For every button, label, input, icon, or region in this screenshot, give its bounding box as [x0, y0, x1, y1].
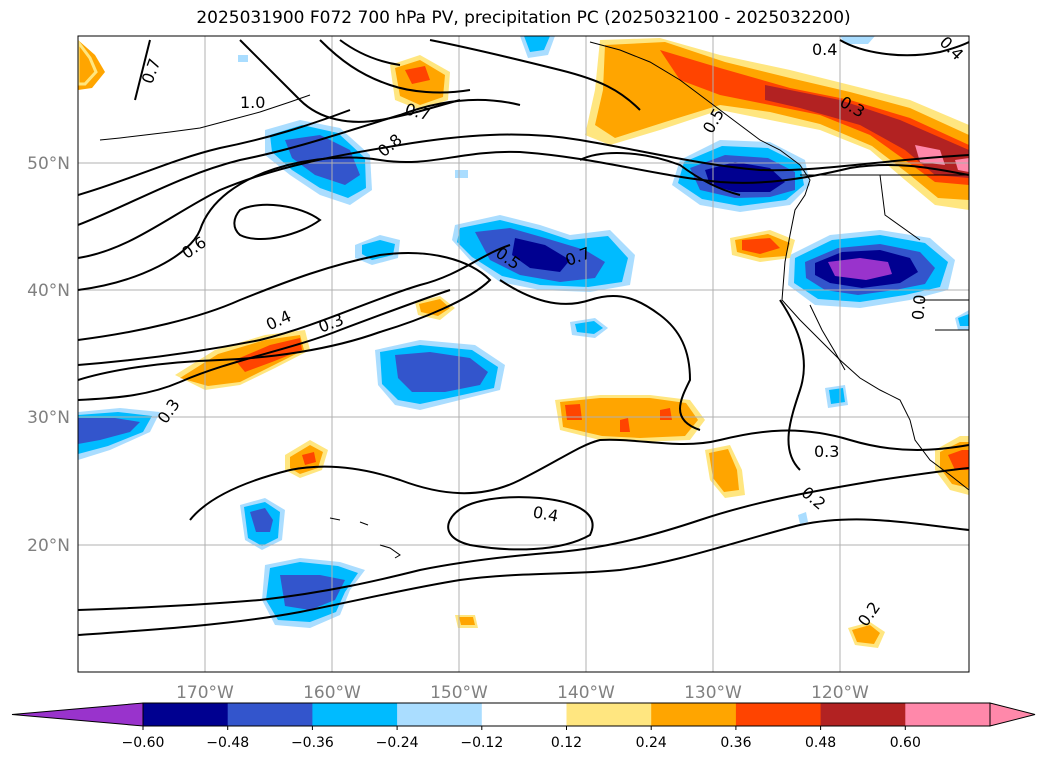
- warm-cell-125w-43n: [730, 230, 795, 262]
- lon-label: 140°W: [557, 683, 615, 703]
- colorbar-segment: [651, 703, 737, 726]
- colorbar-segment: [735, 703, 822, 726]
- colorbar-segment: [312, 703, 398, 726]
- lon-label: 120°W: [811, 683, 869, 703]
- colorbar-segment: [820, 703, 906, 726]
- lat-axis-labels: 50°N 40°N 30°N 20°N: [27, 154, 70, 556]
- contour-label: 0.3: [814, 442, 839, 461]
- warm-band-30n: [555, 395, 705, 442]
- colorbar-segment: [481, 703, 567, 726]
- colorbar-extend-high: [989, 702, 1036, 727]
- map-frame: [77, 35, 970, 673]
- colorbar-segment: [905, 703, 991, 726]
- map-title: 2025031900 F072 700 hPa PV, precipitatio…: [196, 8, 851, 28]
- colorbar-tick-label: 0.24: [636, 735, 667, 751]
- cold-cell-120w-40n: [788, 230, 955, 308]
- cold-cell-165w-20n: [240, 498, 285, 550]
- colorbar-tick-label: −0.36: [291, 735, 334, 751]
- map-plot-area: 0.7 1.0 0.7 0.8 0.6 0.4 0.3 0.3 0.5 0.7 …: [78, 36, 969, 672]
- lat-label: 40°N: [27, 281, 70, 301]
- lat-label: 50°N: [27, 154, 70, 174]
- pv-contours: [78, 39, 969, 636]
- colorbar-segment: [227, 703, 313, 726]
- colorbar-segment: [397, 703, 483, 726]
- lat-label: 20°N: [27, 536, 70, 556]
- colorbar-tick-label: −0.60: [122, 735, 165, 751]
- contour-label: 0.4: [812, 40, 837, 59]
- contour-label: 0.0: [908, 294, 929, 321]
- lon-label: 170°W: [176, 683, 234, 703]
- warm-cell-aleutian: [390, 55, 450, 110]
- colorbar-tick-label: 0.12: [551, 735, 582, 751]
- lon-axis-labels: 170°W 160°W 150°W 140°W 130°W 120°W: [176, 683, 869, 703]
- colorbar: −0.60 −0.48 −0.36 −0.24 −0.12 0.12 0.24 0.36 0.4…: [11, 702, 1036, 751]
- colorbar-extend-low: [11, 702, 144, 727]
- colorbar-segment: [143, 703, 229, 726]
- coastlines: [99, 41, 969, 559]
- cold-cell-150w-33n: [375, 340, 505, 410]
- contour-label: 0.4: [531, 503, 559, 526]
- colorbar-tick-label: −0.48: [206, 735, 249, 751]
- lon-label: 150°W: [430, 683, 488, 703]
- cold-cell-145w-43n: [452, 215, 635, 292]
- colorbar-tick-label: −0.12: [460, 735, 503, 751]
- colorbar-tick-label: 0.60: [890, 735, 921, 751]
- lat-label: 30°N: [27, 408, 70, 428]
- colorbar-segment: [566, 703, 652, 726]
- colorbar-tick-label: 0.48: [805, 735, 836, 751]
- graticule: [78, 36, 969, 672]
- cold-dot-top-125w: [840, 36, 875, 44]
- colorbar-tick-label: −0.24: [376, 735, 419, 751]
- colorbar-tick-label: 0.36: [720, 735, 751, 751]
- lon-label: 130°W: [684, 683, 742, 703]
- lon-label: 160°W: [303, 683, 361, 703]
- cold-cell-west-30n: [78, 408, 160, 460]
- contour-label: 1.0: [240, 93, 265, 112]
